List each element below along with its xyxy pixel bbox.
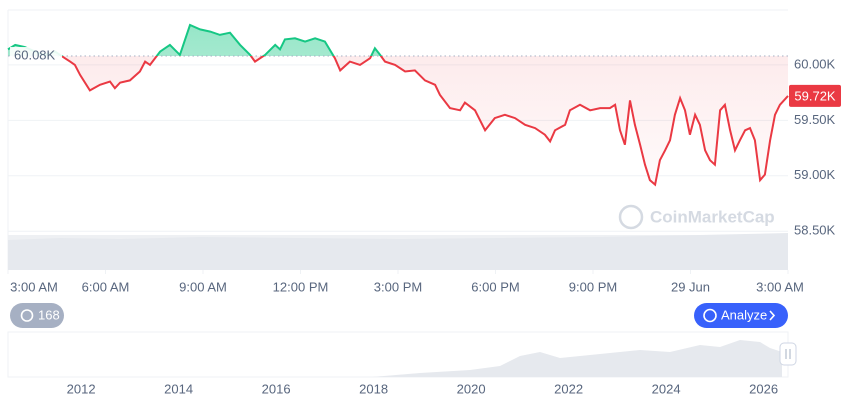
navigator-tick-label: 2020 <box>457 381 486 396</box>
history-icon <box>20 309 34 322</box>
navigator-tick-label: 2012 <box>67 381 96 396</box>
x-tick-label: 9:00 AM <box>179 279 227 294</box>
price-line-down <box>59 56 789 187</box>
y-tick-label: 59.50K <box>794 112 836 127</box>
x-tick-label: 3:00 AM <box>10 279 58 294</box>
navigator-tick-label: 2014 <box>164 381 193 396</box>
navigator-tick-label: 2016 <box>262 381 291 396</box>
last-price-label: 59.72K <box>794 88 836 103</box>
y-tick-label: 60.00K <box>794 56 836 71</box>
plot-layer: 58.50K 59.00K 59.50K 60.00K 3:00 AM 6:00 AM 9:… <box>7 23 841 396</box>
history-count: 168 <box>38 307 60 322</box>
navigator-tick-label: 2026 <box>749 381 778 396</box>
history-button[interactable]: 168 <box>10 303 64 328</box>
watermark-logo <box>618 204 644 230</box>
x-tick-label: 6:00 PM <box>471 279 519 294</box>
watermark-text: CoinMarketCap <box>650 207 775 226</box>
baseline-label: 60.08K <box>14 47 56 62</box>
analyze-label: Analyze <box>721 307 767 322</box>
analyze-button-bg[interactable] <box>694 303 788 328</box>
history-button-bg[interactable] <box>10 303 64 328</box>
area-up <box>8 25 381 57</box>
x-tick-label: 6:00 AM <box>82 279 130 294</box>
area-down <box>8 56 788 185</box>
baseline-label-bg <box>10 47 62 64</box>
x-tick-label: 9:00 PM <box>569 279 617 294</box>
analyze-chevron <box>769 310 776 321</box>
navigator-handle[interactable] <box>779 342 797 366</box>
watermark: CoinMarketCap <box>618 204 775 230</box>
analyze-icon <box>703 308 717 323</box>
analyze-button[interactable]: Analyze <box>694 303 788 328</box>
x-tick-label: 29 Jun <box>671 279 710 294</box>
navigator-area <box>372 340 782 377</box>
navigator-tick-label: 2018 <box>359 381 388 396</box>
navigator-tick-label: 2022 <box>554 381 583 396</box>
volume-area <box>8 233 788 270</box>
y-tick-label: 58.50K <box>794 223 836 238</box>
last-price-box <box>789 84 841 107</box>
x-tick-label: 12:00 PM <box>273 279 329 294</box>
navigator-tick-label: 2024 <box>652 381 681 396</box>
y-tick-label: 59.00K <box>794 167 836 182</box>
x-tick-label: 3:00 PM <box>374 279 422 294</box>
x-tick-label: 3:00 AM <box>756 279 804 294</box>
